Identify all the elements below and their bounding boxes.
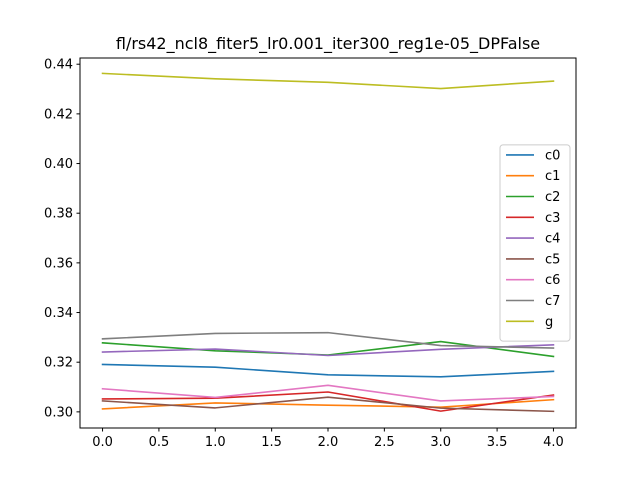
- chart-title: fl/rs42_ncl8_fiter5_lr0.001_iter300_reg1…: [116, 34, 540, 54]
- legend-label-c5: c5: [545, 252, 560, 267]
- x-tick-label: 1.0: [205, 435, 226, 450]
- x-tick-label: 2.0: [318, 435, 339, 450]
- series-line-c3: [101, 391, 555, 412]
- x-tick-label: 3.0: [430, 435, 451, 450]
- y-axis: 0.30 0.32 0.34 0.36 0.38 0.40 0.42 0.44: [44, 58, 80, 420]
- x-axis: 0.0 0.5 1.0 1.5 2.0 2.5 3.0 3.5 4.0: [92, 428, 564, 450]
- y-tick-label: 0.44: [44, 58, 73, 73]
- x-tick-label: 1.5: [261, 435, 282, 450]
- y-tick-label: 0.34: [44, 306, 73, 321]
- x-tick-label: 0.0: [92, 435, 113, 450]
- legend-box: [499, 144, 571, 342]
- series-line-c5: [101, 396, 555, 413]
- legend-label-c7: c7: [545, 294, 560, 309]
- y-tick-label: 0.40: [44, 157, 73, 172]
- y-tick-label: 0.30: [44, 405, 73, 420]
- x-tick-label: 0.5: [149, 435, 170, 450]
- legend-label-g: g: [545, 315, 553, 330]
- y-tick-label: 0.42: [44, 107, 73, 122]
- series-line-c4: [101, 343, 555, 357]
- y-tick-label: 0.32: [44, 356, 73, 371]
- x-tick-label: 2.5: [374, 435, 395, 450]
- legend-label-c1: c1: [545, 169, 560, 184]
- series-layer: [101, 72, 555, 413]
- legend-label-c0: c0: [545, 148, 560, 163]
- legend-label-c3: c3: [545, 211, 560, 226]
- x-tick-label: 3.5: [487, 435, 508, 450]
- series-line-c6: [101, 384, 555, 402]
- series-line-c7: [101, 331, 555, 349]
- legend: c0 c1 c2 c3 c4 c5 c6 c7 g: [499, 144, 571, 342]
- y-tick-label: 0.38: [44, 207, 73, 222]
- legend-label-c4: c4: [545, 232, 560, 247]
- legend-label-c6: c6: [545, 273, 560, 288]
- plot-frame: [79, 57, 577, 429]
- x-tick-label: 4.0: [543, 435, 564, 450]
- y-tick-label: 0.36: [44, 256, 73, 271]
- series-line-g: [101, 72, 555, 90]
- legend-label-c2: c2: [545, 190, 560, 205]
- series-line-c0: [101, 363, 555, 378]
